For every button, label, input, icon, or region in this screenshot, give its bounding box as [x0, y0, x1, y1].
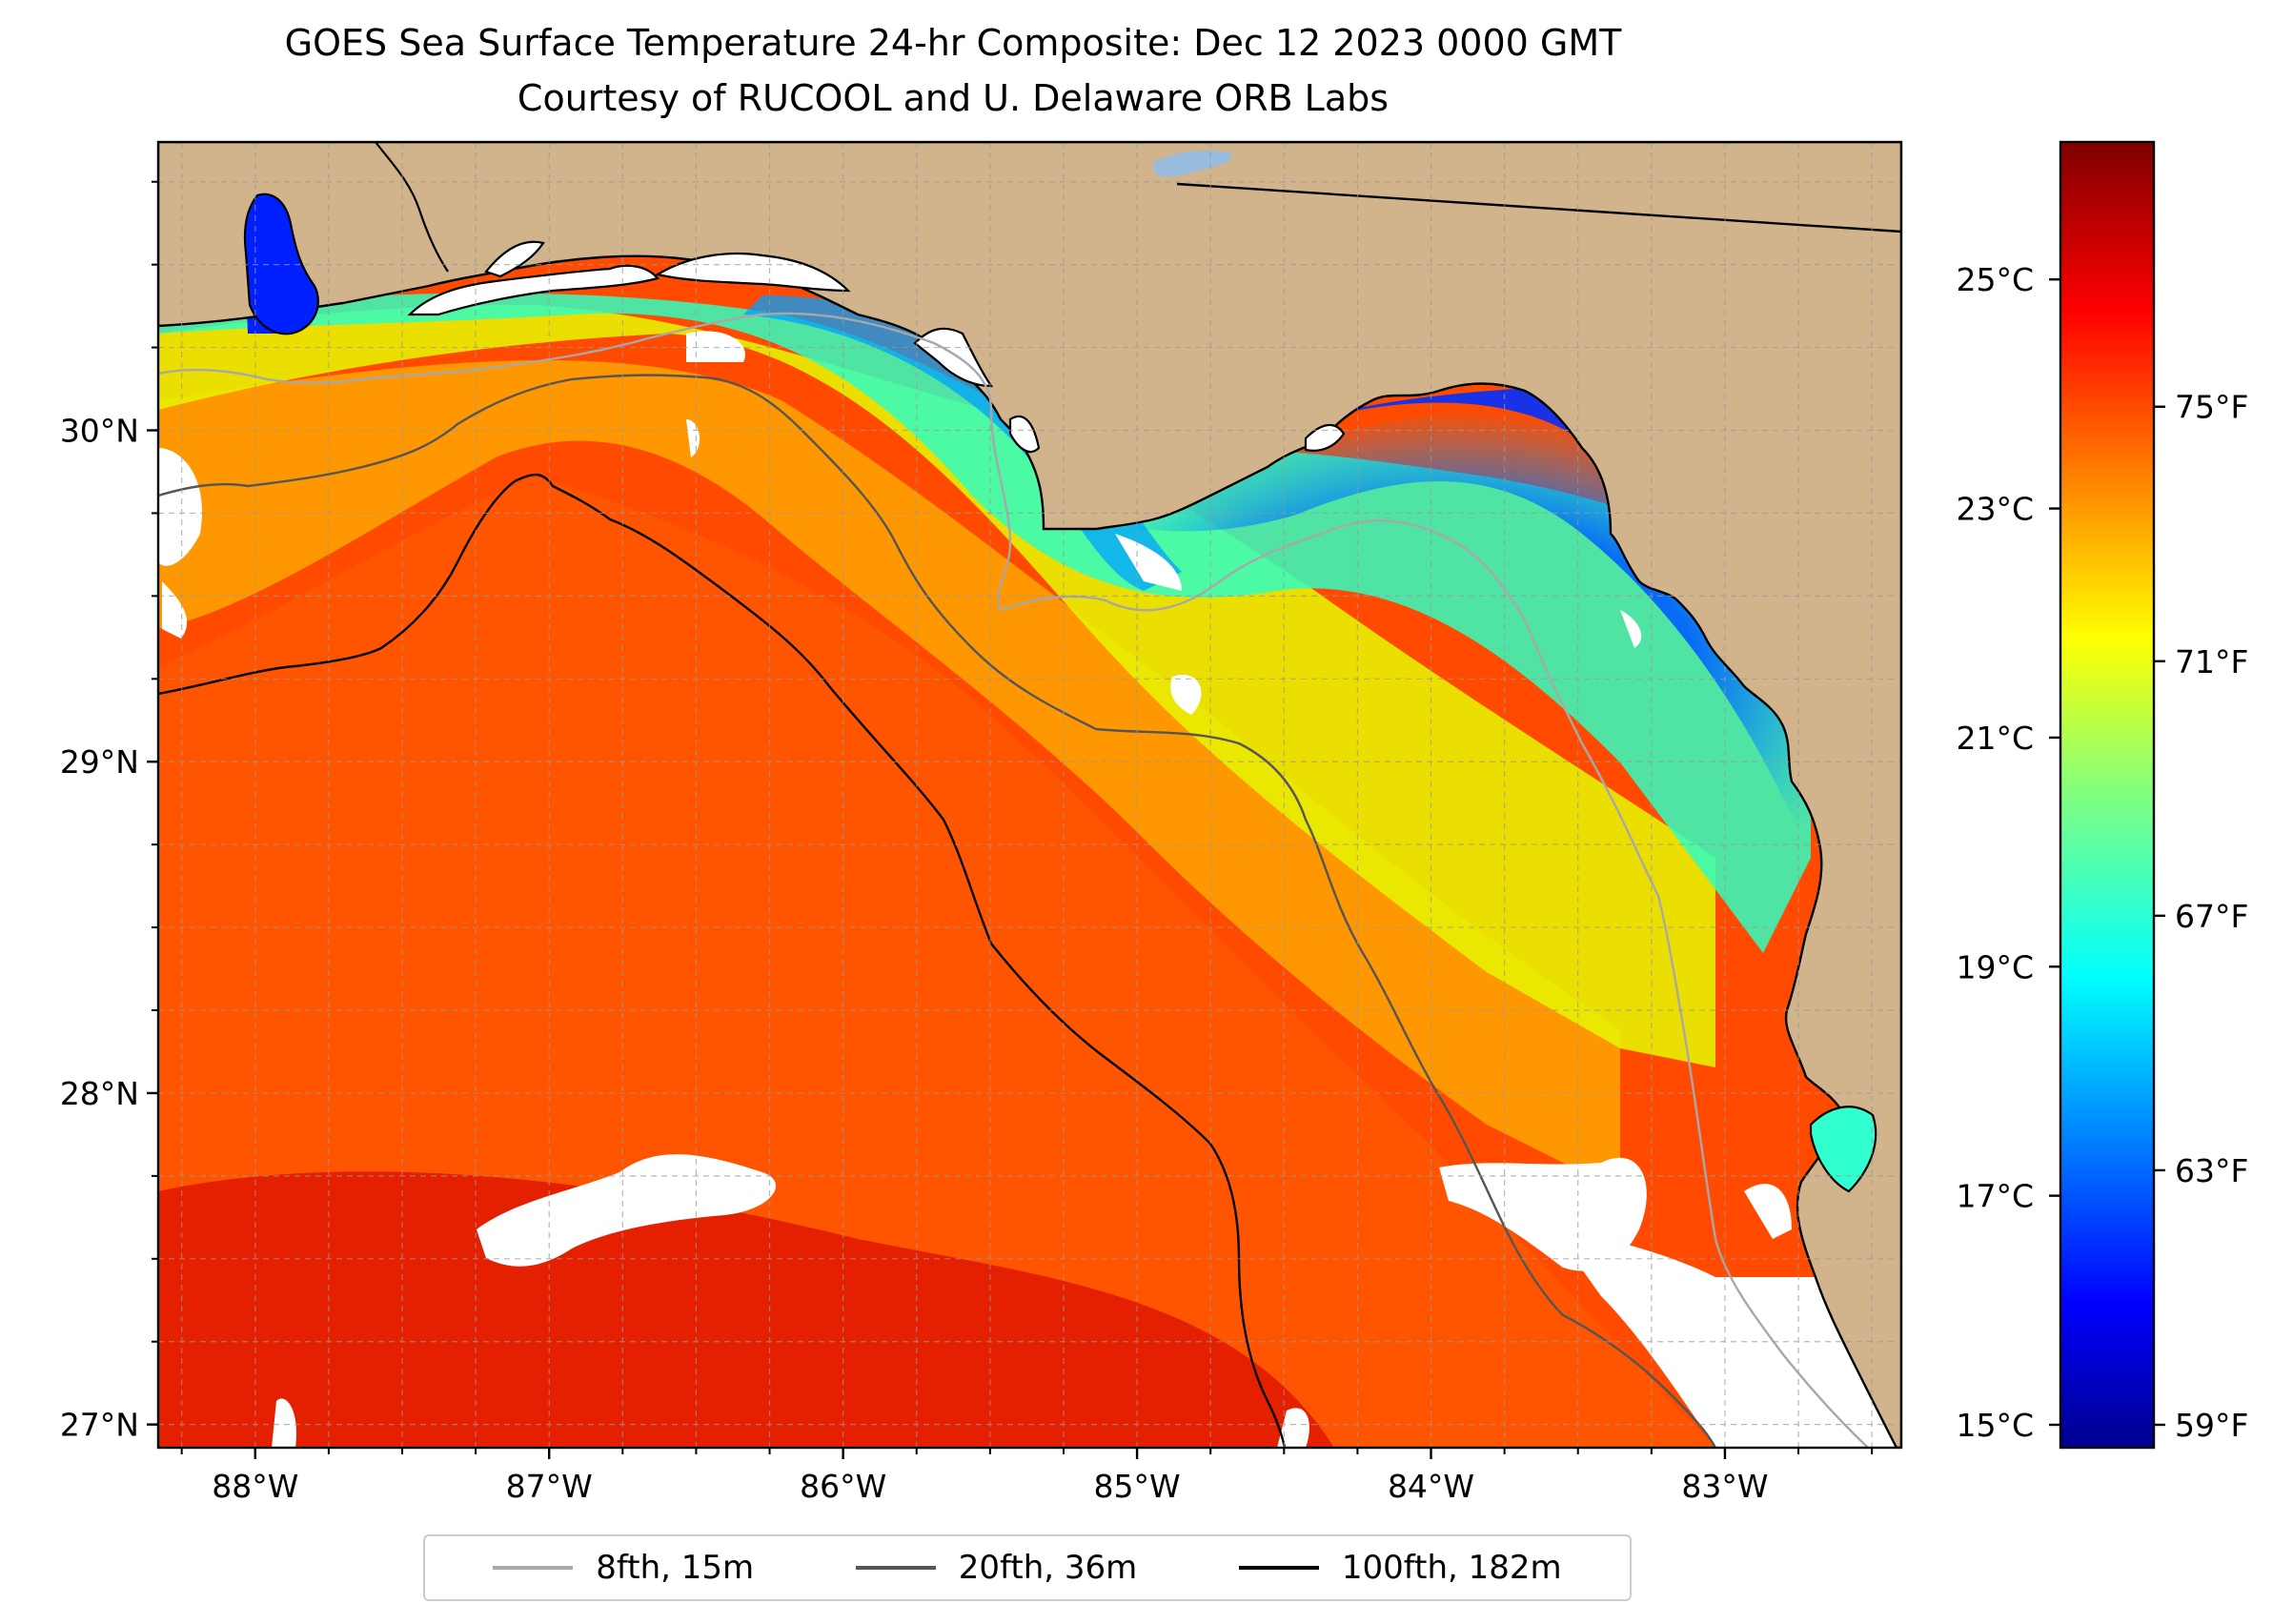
legend-label: 20fth, 36m	[958, 1549, 1138, 1587]
celsius-tick-label: 15°C	[1956, 1407, 2034, 1444]
legend-swatch	[493, 1566, 574, 1570]
legend-swatch	[855, 1566, 936, 1570]
inland-bays	[243, 193, 1877, 1193]
sst-cyan-band	[158, 293, 1811, 953]
isobath-8fth	[158, 312, 1869, 1448]
lat-tick-label: 30°N	[60, 413, 139, 450]
latitude-axis: 27°N 28°N 29°N 30°N	[60, 180, 158, 1444]
map-frame	[156, 140, 1903, 1450]
sst-yellow-band	[158, 305, 1715, 1067]
colorbar-celsius-axis: 15°C 17°C 19°C 21°C 23°C 25°C	[1956, 261, 2060, 1444]
fahrenheit-tick-label: 59°F	[2175, 1407, 2248, 1444]
legend-swatch	[1238, 1566, 1319, 1570]
lon-tick-label: 84°W	[1388, 1468, 1474, 1505]
lon-tick-label: 85°W	[1094, 1468, 1181, 1505]
celsius-tick-label: 19°C	[1956, 948, 2034, 985]
state-border	[1176, 182, 1901, 233]
lake-shape	[1153, 151, 1232, 177]
land-mass	[158, 142, 1901, 1448]
legend-label: 8fth, 15m	[596, 1549, 755, 1587]
map-subtitle: Courtesy of RUCOOL and U. Delaware ORB L…	[517, 77, 1390, 119]
isobath-100fth	[158, 473, 1287, 1448]
isobath-legend: 8fth, 15m 20fth, 36m 100fth, 182m	[423, 1534, 1632, 1601]
lon-tick-label: 88°W	[212, 1468, 298, 1505]
lon-tick-label: 87°W	[506, 1468, 593, 1505]
celsius-tick-label: 23°C	[1956, 491, 2034, 528]
celsius-tick-label: 25°C	[1956, 261, 2034, 298]
fahrenheit-tick-label: 63°F	[2175, 1152, 2248, 1189]
lon-tick-label: 83°W	[1681, 1468, 1768, 1505]
sst-hot-region	[158, 1171, 1334, 1448]
lat-tick-label: 27°N	[60, 1407, 139, 1444]
lat-tick-label: 28°N	[60, 1075, 139, 1112]
legend-item-100fth: 100fth, 182m	[1238, 1549, 1562, 1587]
fahrenheit-tick-label: 71°F	[2175, 643, 2248, 680]
colorbar-fahrenheit-axis: 59°F 63°F 67°F 71°F 75°F	[2154, 389, 2248, 1444]
legend-label: 100fth, 182m	[1341, 1549, 1562, 1587]
fahrenheit-tick-label: 67°F	[2175, 898, 2248, 935]
longitude-axis: 88°W 87°W 86°W 85°W 84°W 83°W	[180, 1448, 1874, 1505]
lat-lon-grid	[158, 142, 1901, 1448]
colorbar-gradient	[2059, 140, 2156, 1450]
fahrenheit-tick-label: 75°F	[2175, 389, 2248, 426]
celsius-tick-label: 21°C	[1956, 720, 2034, 757]
legend-item-8fth: 8fth, 15m	[493, 1549, 754, 1587]
map-title: GOES Sea Surface Temperature 24-hr Compo…	[284, 22, 1622, 64]
sst-orange-belt	[158, 360, 1620, 1191]
lat-tick-label: 29°N	[60, 743, 139, 781]
lon-tick-label: 86°W	[800, 1468, 886, 1505]
celsius-tick-label: 17°C	[1956, 1178, 2034, 1215]
legend-item-20fth: 20fth, 36m	[855, 1549, 1138, 1587]
